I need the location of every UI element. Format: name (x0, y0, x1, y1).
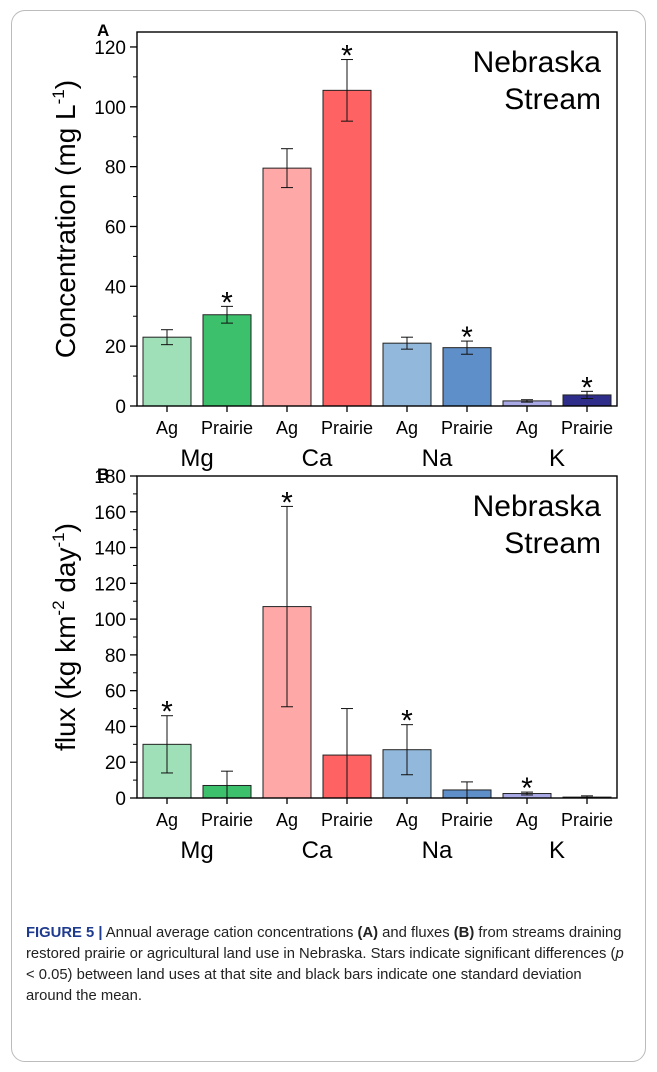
x-tick-label: Ag (516, 418, 538, 438)
y-axis-label: Concentration (mg L-1) (49, 80, 81, 358)
significance-star: * (161, 696, 173, 729)
caption-text-1: Annual average cation concentrations (102, 924, 358, 941)
chart-annotation: Nebraska (473, 490, 602, 523)
figure-caption: FIGURE 5 | Annual average cation concent… (26, 923, 631, 1007)
caption-text-4: < 0.05) between land uses at that site a… (26, 966, 582, 1004)
significance-star: * (521, 772, 533, 805)
panel-letter: A (97, 21, 109, 40)
x-tick-label: Prairie (441, 418, 493, 438)
caption-p-symbol: p (615, 945, 624, 962)
x-tick-label: Prairie (321, 418, 373, 438)
y-axis-label-text: day (50, 548, 81, 601)
group-label: Mg (180, 445, 213, 472)
x-tick-label: Prairie (201, 810, 253, 830)
y-tick-label: 0 (115, 789, 126, 810)
x-tick-label: Prairie (561, 810, 613, 830)
caption-text-2: and fluxes (378, 924, 454, 941)
x-tick-label: Ag (156, 418, 178, 438)
significance-star: * (281, 486, 293, 519)
y-axis-label-text: ) (50, 80, 81, 89)
y-axis-label-text: ) (50, 523, 81, 532)
group-label: Ca (302, 837, 333, 864)
y-axis-label-text: flux (kg km (50, 616, 81, 751)
y-tick-label: 120 (94, 574, 126, 595)
y-tick-label: 60 (105, 217, 126, 238)
y-tick-label: 40 (105, 717, 126, 738)
y-axis-label-text: Concentration (mg L (50, 104, 81, 358)
y-axis-label-superscript: -1 (49, 532, 68, 547)
bar (322, 89, 372, 407)
y-tick-label: 100 (94, 610, 126, 631)
chart-annotation: Stream (504, 527, 601, 560)
y-tick-label: 40 (105, 277, 126, 298)
plot-frame (136, 475, 618, 799)
x-tick-label: Prairie (441, 810, 493, 830)
bar (262, 167, 312, 407)
y-tick-label: 20 (105, 337, 126, 358)
significance-star: * (461, 321, 473, 354)
y-tick-label: 80 (105, 646, 126, 667)
x-tick-label: Ag (396, 810, 418, 830)
x-tick-label: Prairie (201, 418, 253, 438)
chart-annotation: Stream (504, 83, 601, 116)
caption-label: FIGURE 5 | (26, 924, 103, 941)
group-label: Ca (302, 445, 333, 472)
y-tick-label: 140 (94, 539, 126, 560)
significance-star: * (401, 705, 413, 738)
x-tick-label: Ag (396, 418, 418, 438)
bar (382, 342, 432, 407)
x-tick-label: Ag (276, 418, 298, 438)
group-label: K (549, 445, 565, 472)
y-tick-label: 180 (94, 467, 126, 488)
bar (202, 314, 252, 407)
group-label: Mg (180, 837, 213, 864)
significance-star: * (581, 371, 593, 404)
y-tick-label: 120 (94, 38, 126, 59)
y-tick-label: 60 (105, 682, 126, 703)
panel-letter: B (97, 466, 109, 484)
caption-ref-a: (A) (357, 924, 379, 941)
significance-star: * (341, 40, 353, 73)
bar (442, 347, 492, 407)
group-label: Na (422, 837, 453, 864)
y-tick-label: 80 (105, 158, 126, 179)
y-tick-label: 0 (115, 397, 126, 418)
group-label: K (549, 837, 565, 864)
y-tick-label: 160 (94, 503, 126, 524)
x-tick-label: Ag (276, 810, 298, 830)
x-tick-label: Ag (516, 810, 538, 830)
bar (142, 336, 192, 407)
x-tick-label: Prairie (321, 810, 373, 830)
y-axis-label-superscript: -2 (49, 600, 68, 615)
group-label: Na (422, 445, 453, 472)
x-tick-label: Ag (156, 810, 178, 830)
x-tick-label: Prairie (561, 418, 613, 438)
chart-panel-a: A Ag * Prairie Ag * Prairie Ag * Prairie Ag * Prairi… (49, 21, 618, 472)
significance-star: * (221, 286, 233, 319)
caption-text-3: from streams draining restored prairie o… (26, 924, 622, 962)
y-axis-label: flux (kg km-2 day-1) (49, 523, 81, 751)
y-tick-label: 100 (94, 98, 126, 119)
caption-ref-b: (B) (453, 924, 475, 941)
plot-frame (136, 31, 618, 407)
chart-panel-b: B * Ag Prairie * Ag Prairie * Ag Prairie * Ag Prairi… (49, 466, 618, 864)
y-axis-label-superscript: -1 (49, 89, 68, 104)
y-tick-label: 20 (105, 753, 126, 774)
chart-annotation: Nebraska (473, 46, 602, 79)
